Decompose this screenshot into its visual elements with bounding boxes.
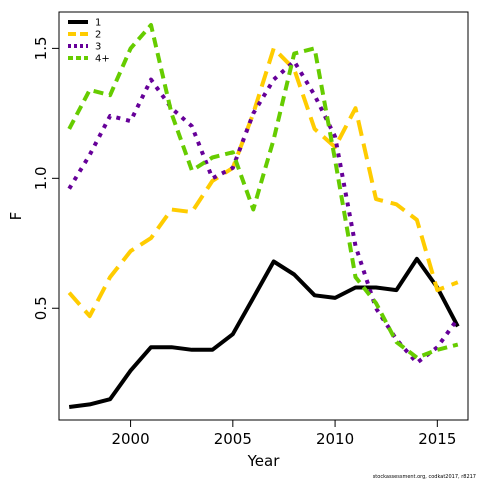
y-tick-label: 1.0 — [32, 166, 50, 190]
legend-label: 4+ — [95, 54, 110, 65]
y-tick-label: 1.5 — [32, 36, 50, 60]
footnote: stockassessment.org, codkat2017, r8217 — [373, 474, 476, 480]
legend-label: 1 — [95, 18, 101, 29]
x-axis-title: Year — [247, 452, 281, 470]
legend-label: 2 — [95, 30, 101, 41]
y-axis: 0.5 1.0 1.5 — [32, 36, 60, 320]
x-tick-label: 2000 — [111, 430, 149, 448]
legend-label: 3 — [95, 42, 101, 53]
plot-lines — [67, 23, 460, 409]
series-line-1 — [68, 256, 460, 409]
x-axis: 2000 2005 2010 2015 — [111, 419, 456, 448]
series-line-2 — [67, 46, 459, 319]
x-tick-label: 2015 — [418, 430, 456, 448]
y-tick-label: 0.5 — [32, 296, 50, 320]
series-line-3 — [67, 59, 460, 365]
x-tick-label: 2010 — [316, 430, 354, 448]
series-line-4 — [67, 23, 459, 360]
x-tick-label: 2005 — [214, 430, 252, 448]
y-axis-title: F — [7, 212, 25, 221]
